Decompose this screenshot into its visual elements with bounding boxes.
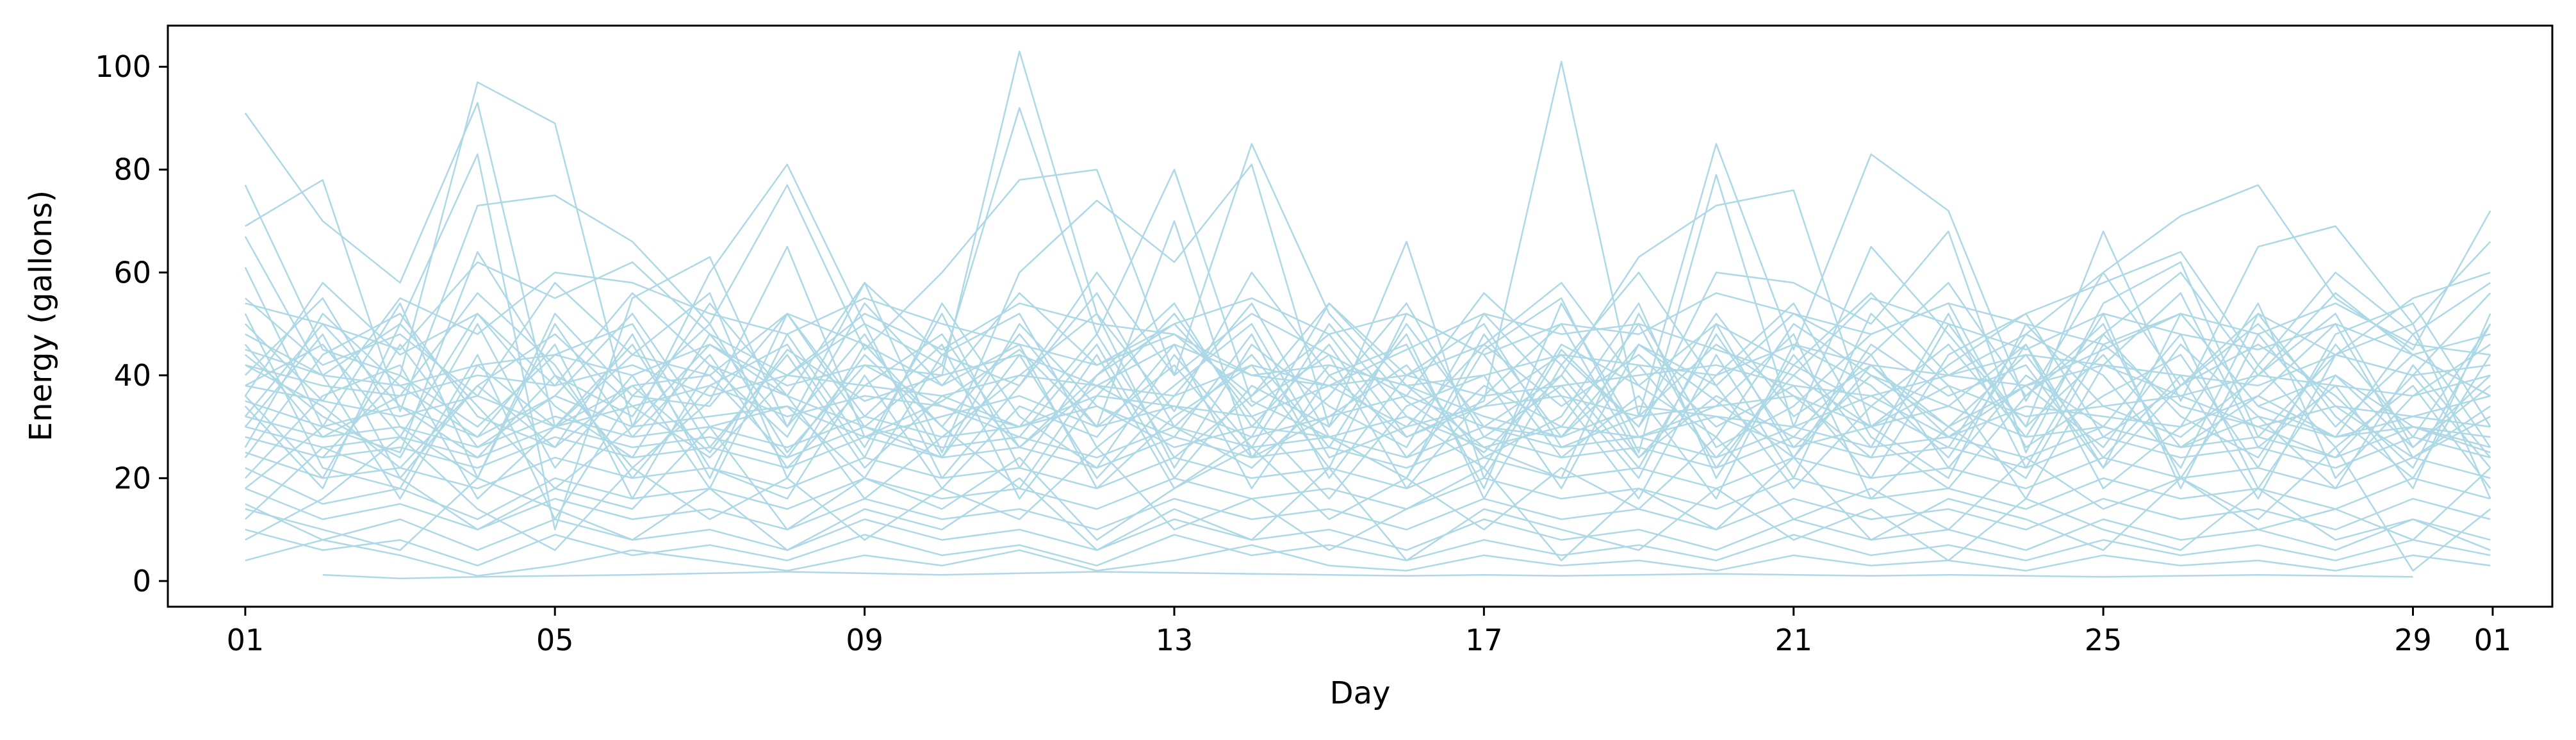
series-line-41 (244, 272, 2491, 397)
x-tick-label: 29 (2394, 623, 2432, 657)
series-line-11 (245, 395, 2491, 438)
series-line-32 (245, 302, 2491, 500)
x-axis-label: Day (1330, 675, 1391, 711)
series-line-19 (245, 529, 2491, 567)
y-axis-ticks: 0 20 40 60 80 100 (95, 49, 168, 598)
series-line-38 (244, 425, 2491, 572)
series-line-29 (245, 302, 2491, 489)
series-line-42 (244, 272, 2491, 397)
x-tick-label: 13 (1156, 623, 1194, 657)
series-line-20 (245, 539, 2491, 577)
series-line-36 (245, 302, 2491, 479)
y-tick-label: 20 (113, 461, 151, 495)
series-line-34 (245, 302, 2491, 479)
series-line-18 (245, 503, 2491, 551)
series-line-6 (245, 261, 2491, 387)
y-tick-label: 80 (113, 152, 151, 187)
x-tick-label: 25 (2085, 623, 2122, 657)
series-line-21 (322, 571, 2413, 580)
plot-frame (167, 24, 2554, 608)
x-axis-ticks: 01 05 09 13 17 21 25 29 01 (227, 607, 2512, 657)
series-line-40 (245, 467, 2491, 562)
series-line-17 (245, 488, 2491, 530)
series-line-39 (245, 436, 2491, 562)
series-line-31 (244, 292, 2491, 500)
x-tick-label: 17 (1465, 623, 1503, 657)
x-tick-label: 01 (2474, 623, 2512, 657)
series-line-23 (244, 297, 2491, 479)
series-line-26 (244, 292, 2491, 479)
series-line-4 (244, 153, 2491, 530)
x-tick-label: 21 (1775, 623, 1812, 657)
y-tick-label: 100 (95, 49, 151, 84)
y-axis-label: Energy (gallons) (23, 190, 59, 441)
series-line-7 (244, 272, 2491, 402)
series-line-28 (244, 292, 2491, 500)
x-tick-label: 09 (846, 623, 883, 657)
y-tick-label: 0 (133, 564, 151, 598)
series-line-25 (244, 292, 2491, 479)
x-tick-label: 05 (536, 623, 574, 657)
series-line-37 (244, 302, 2491, 469)
series-line-3 (245, 143, 2491, 454)
x-tick-label: 01 (227, 623, 265, 657)
y-tick-label: 40 (113, 358, 151, 393)
series-lines (244, 50, 2491, 580)
y-tick-label: 60 (113, 255, 151, 290)
series-line-33 (245, 302, 2491, 500)
series-line-27 (244, 313, 2491, 479)
